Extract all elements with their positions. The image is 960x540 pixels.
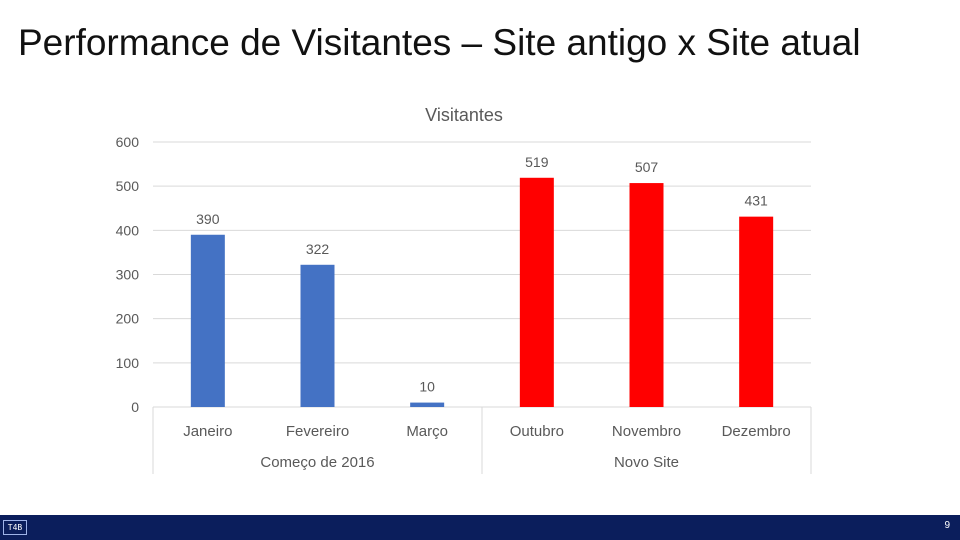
x-tick-label: Janeiro	[183, 423, 232, 440]
x-tick-label: Outubro	[510, 423, 564, 440]
data-label: 519	[525, 154, 549, 170]
y-tick-label: 100	[116, 355, 140, 371]
x-axis: Janeiro Fevereiro Março Outubro Novembro Deze…	[152, 407, 812, 474]
group-label: Começo de 2016	[260, 454, 374, 471]
bars	[190, 177, 774, 407]
bar-dezembro	[739, 216, 774, 407]
data-label: 322	[306, 241, 330, 257]
bar-março	[410, 402, 445, 407]
x-tick-label: Novembro	[612, 423, 681, 440]
y-axis-ticks: 0 100 200 300 400 500 600	[116, 134, 140, 415]
x-tick-label: Março	[406, 423, 448, 440]
bar-fevereiro	[300, 264, 335, 407]
slide-title: Performance de Visitantes – Site antigo …	[18, 22, 861, 63]
y-tick-label: 300	[116, 267, 140, 283]
bar-novembro	[629, 183, 664, 407]
x-tick-label: Dezembro	[722, 423, 791, 440]
data-label: 431	[744, 193, 768, 209]
y-tick-label: 600	[116, 134, 140, 150]
gridlines	[153, 141, 811, 408]
data-label: 390	[196, 211, 220, 227]
data-labels: 390 322 10 519 507 431	[196, 154, 768, 395]
data-label: 507	[635, 159, 659, 175]
y-tick-label: 400	[116, 222, 140, 238]
footer-bar: T4B 9	[0, 515, 960, 540]
bar-chart: Visitantes 0 100 200 300 400 500 600 390 322 10 5…	[116, 105, 812, 474]
bar-outubro	[519, 177, 554, 407]
company-logo: T4B	[3, 520, 27, 535]
bar-janeiro	[190, 234, 225, 407]
group-label: Novo Site	[614, 454, 679, 471]
x-tick-label: Fevereiro	[286, 423, 349, 440]
data-label: 10	[419, 379, 435, 395]
y-tick-label: 0	[131, 399, 139, 415]
y-tick-label: 200	[116, 311, 140, 327]
page-number: 9	[944, 520, 950, 531]
chart-title: Visitantes	[425, 105, 503, 125]
y-tick-label: 500	[116, 178, 140, 194]
